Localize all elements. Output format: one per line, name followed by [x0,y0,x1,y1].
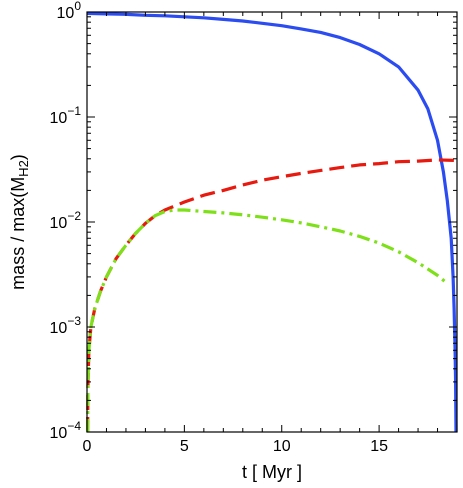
y-tick-label-exponent: −4 [67,419,81,433]
y-tick-label: 10−4 [50,419,82,442]
y-tick-label-base: 10 [50,320,68,337]
y-tick-label: 100 [57,0,82,22]
y-tick-label: 10−2 [50,209,82,232]
x-tick-label: 0 [83,438,92,455]
x-tick-label: 15 [370,438,388,455]
y-tick-label-exponent: −1 [67,104,81,118]
series-line-1 [86,11,458,433]
y-axis-label-close: ) [8,154,28,160]
series-layer [86,11,458,433]
y-tick-label-base: 10 [57,5,75,22]
y-axis-label: mass / max(MH2) [8,154,31,290]
y-tick-label-exponent: 0 [74,0,81,13]
y-tick-label-base: 10 [50,215,68,232]
x-tick-label: 10 [273,438,291,455]
y-tick-label: 10−1 [50,104,82,127]
y-tick-label-exponent: −2 [67,209,81,223]
x-axis-label: t [ Myr ] [242,462,302,482]
plot-frame [86,11,458,433]
y-axis-label-subscript: H2 [16,160,31,177]
y-tick-label-base: 10 [50,425,68,442]
y-axis-label-main: mass / max(M [8,177,28,290]
y-tick-label: 10−3 [50,314,82,337]
y-tick-label-exponent: −3 [67,314,81,328]
x-tick-label: 5 [180,438,189,455]
series-line-2 [86,158,458,433]
y-tick-label-base: 10 [50,110,68,127]
series-line-3 [86,208,449,433]
